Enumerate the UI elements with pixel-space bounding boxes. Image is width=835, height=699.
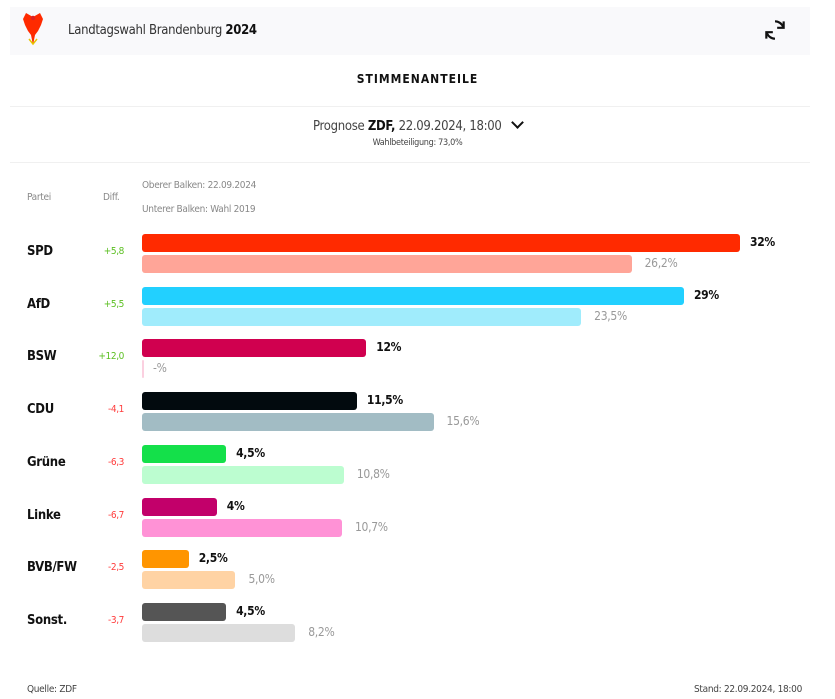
value-label-2019: 23,5% — [594, 308, 627, 323]
bar-2019 — [142, 255, 632, 273]
diff-value: -6,7 — [108, 509, 124, 521]
value-label-2019: 10,8% — [356, 466, 390, 481]
party-name: Sonst. — [27, 612, 67, 628]
party-row: SPD +5,8 32% 26,2% — [0, 234, 835, 286]
forecast-selector[interactable]: Prognose ZDF, 22.09.2024, 18:00 — [0, 116, 835, 134]
party-row: Linke -6,7 4% 10,7% — [0, 497, 835, 550]
value-label-2024: 2,5% — [198, 551, 228, 566]
turnout: Wahlbeteiligung: 73,0% — [372, 138, 463, 148]
value-label-2024: 4,5% — [236, 603, 265, 618]
timestamp: Stand: 22.09.2024, 18:00 — [694, 684, 802, 695]
value-label-2024: 12% — [376, 340, 402, 355]
party-row: Sonst. -3,7 4,5% 8,2% — [0, 602, 835, 655]
bar-2024 — [142, 339, 367, 358]
bar-2019 — [142, 360, 144, 379]
bar-2019 — [142, 413, 434, 432]
bar-2024 — [142, 602, 227, 621]
party-row: Grüne -6,3 4,5% 10,8% — [0, 444, 835, 497]
value-label-2019: -% — [153, 361, 167, 376]
value-label-2024: 32% — [750, 235, 775, 249]
party-name: Grüne — [27, 454, 66, 470]
party-row: BVB/FW -2,5 2,5% 5,0% — [0, 550, 835, 602]
bar-2024 — [142, 286, 684, 305]
value-label-2019: 5,0% — [248, 572, 275, 587]
diff-column-header: Diff. — [103, 192, 120, 203]
brandenburg-eagle-logo — [23, 13, 43, 46]
diff-value: +12,0 — [98, 351, 124, 363]
diff-value: -3,7 — [108, 614, 124, 626]
party-row: AfD +5,5 29% 23,5% — [0, 286, 835, 339]
divider — [10, 162, 810, 163]
party-name: BSW — [27, 349, 57, 365]
bar-2019 — [142, 623, 296, 642]
value-label-2019: 8,2% — [308, 624, 335, 639]
value-label-2019: 26,2% — [644, 256, 678, 270]
value-label-2019: 10,7% — [354, 519, 388, 534]
value-label-2024: 4,5% — [236, 445, 265, 460]
bar-2024 — [142, 234, 740, 252]
value-label-2019: 15,6% — [446, 414, 480, 429]
bar-2019 — [142, 571, 236, 590]
party-row: BSW +12,0 12% -% — [0, 339, 835, 391]
party-column-header: Partei — [27, 192, 51, 203]
chevron-down-icon — [511, 116, 524, 129]
bar-2019 — [142, 465, 344, 484]
lower-bar-legend: Unterer Balken: Wahl 2019 — [142, 204, 256, 215]
bar-2024 — [142, 497, 217, 516]
bar-2019 — [142, 307, 582, 326]
diff-value: -2,5 — [108, 562, 124, 574]
party-name: AfD — [27, 296, 50, 312]
party-name: CDU — [27, 402, 54, 418]
source-note: Quelle: ZDF — [27, 684, 77, 695]
diff-value: +5,8 — [103, 246, 125, 257]
refresh-icon[interactable] — [762, 17, 788, 43]
party-name: SPD — [27, 244, 53, 259]
diff-value: -6,3 — [108, 456, 124, 468]
app-title: Landtagswahl Brandenburg 2024 — [68, 23, 257, 38]
party-name: Linke — [27, 507, 61, 523]
value-label-2024: 4% — [226, 498, 245, 513]
divider — [10, 106, 810, 107]
party-name: BVB/FW — [27, 560, 77, 576]
diff-value: +5,5 — [103, 298, 125, 310]
bar-2024 — [142, 550, 189, 569]
bar-2024 — [142, 444, 227, 463]
value-label-2024: 29% — [693, 287, 719, 302]
upper-bar-legend: Oberer Balken: 22.09.2024 — [142, 180, 257, 191]
header: Landtagswahl Brandenburg 2024 — [10, 7, 810, 55]
bar-2019 — [142, 518, 342, 537]
section-title: STIMMENANTEILE — [356, 72, 479, 86]
bar-2024 — [142, 392, 357, 411]
party-row: CDU -4,1 11,5% 15,6% — [0, 392, 835, 444]
value-label-2024: 11,5% — [366, 393, 403, 408]
diff-value: -4,1 — [108, 404, 124, 416]
